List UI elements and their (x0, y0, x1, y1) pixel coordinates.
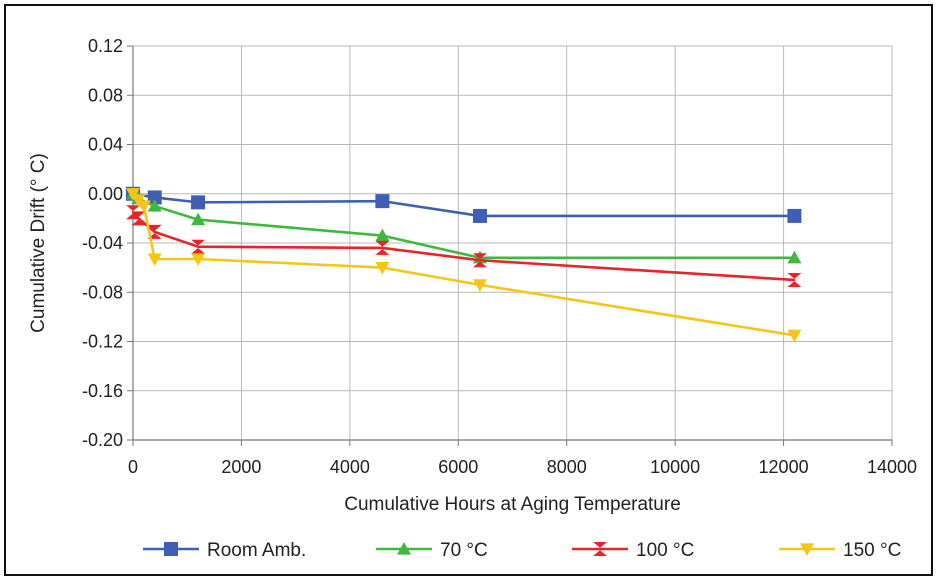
legend-label: 100 °C (636, 540, 694, 561)
legend-marker (800, 543, 814, 556)
data-point (472, 279, 487, 292)
x-tick-label: 10000 (650, 457, 700, 477)
x-tick-label: 4000 (330, 457, 370, 477)
data-point (147, 224, 162, 239)
y-tick-label: 0.04 (88, 135, 123, 155)
y-tick-label: 0.00 (88, 184, 123, 204)
data-point (472, 208, 487, 223)
y-tick-label: -0.04 (82, 233, 123, 253)
data-point (375, 228, 390, 242)
series-3 (126, 188, 802, 343)
tick-labels: 0.12 0.08 0.04 0.00 -0.04 -0.08 -0.12 -0.16 -0.2… (82, 36, 917, 477)
data-point (191, 195, 206, 210)
legend-marker (164, 542, 178, 556)
legend-item-0: Room Amb. (143, 540, 306, 561)
data-point (131, 211, 146, 226)
x-tick-label: 8000 (547, 457, 587, 477)
series-1 (126, 186, 802, 264)
y-tick-label: -0.20 (82, 430, 123, 450)
legend-label: Room Amb. (207, 540, 306, 561)
y-tick-label: -0.16 (82, 381, 123, 401)
series-line (132, 192, 795, 218)
data-point (787, 208, 802, 223)
gridlines (132, 45, 893, 441)
x-tick-label: 12000 (759, 457, 809, 477)
data-point (147, 199, 162, 212)
y-tick-label: 0.08 (88, 85, 123, 105)
legend-label: 150 °C (843, 540, 901, 561)
data-point (787, 272, 802, 287)
x-tick-label: 6000 (438, 457, 478, 477)
y-axis-label: Cumulative Drift (° C) (28, 153, 49, 333)
legend-label: 70 °C (440, 540, 488, 561)
y-tick-label: -0.12 (82, 332, 123, 352)
x-axis-label: Cumulative Hours at Aging Temperature (344, 494, 681, 515)
legend-item-3: 150 °C (779, 540, 901, 561)
x-tick-label: 0 (128, 457, 138, 477)
series-2 (126, 205, 802, 287)
series-layer (126, 186, 802, 343)
data-point (147, 190, 162, 205)
x-tick-label: 14000 (867, 457, 917, 477)
x-tick-label: 2000 (221, 457, 261, 477)
legend-marker (397, 542, 411, 555)
data-point (472, 253, 487, 268)
data-point (787, 250, 802, 264)
data-point (375, 240, 390, 255)
data-point (147, 253, 162, 267)
series-0 (126, 186, 802, 223)
legend-marker (593, 542, 607, 556)
legend: Room Amb. 70 °C 100 °C 150 °C (143, 540, 901, 561)
data-point (375, 262, 390, 275)
data-point (136, 200, 151, 214)
legend-item-1: 70 °C (376, 540, 488, 561)
y-tick-label: 0.12 (88, 36, 123, 56)
legend-item-2: 100 °C (572, 540, 694, 561)
data-point (191, 253, 206, 267)
data-point (375, 194, 390, 209)
data-point (787, 329, 802, 343)
data-point (191, 239, 206, 254)
data-point (191, 212, 206, 226)
chart-frame (4, 4, 933, 576)
y-tick-label: -0.08 (82, 282, 123, 302)
